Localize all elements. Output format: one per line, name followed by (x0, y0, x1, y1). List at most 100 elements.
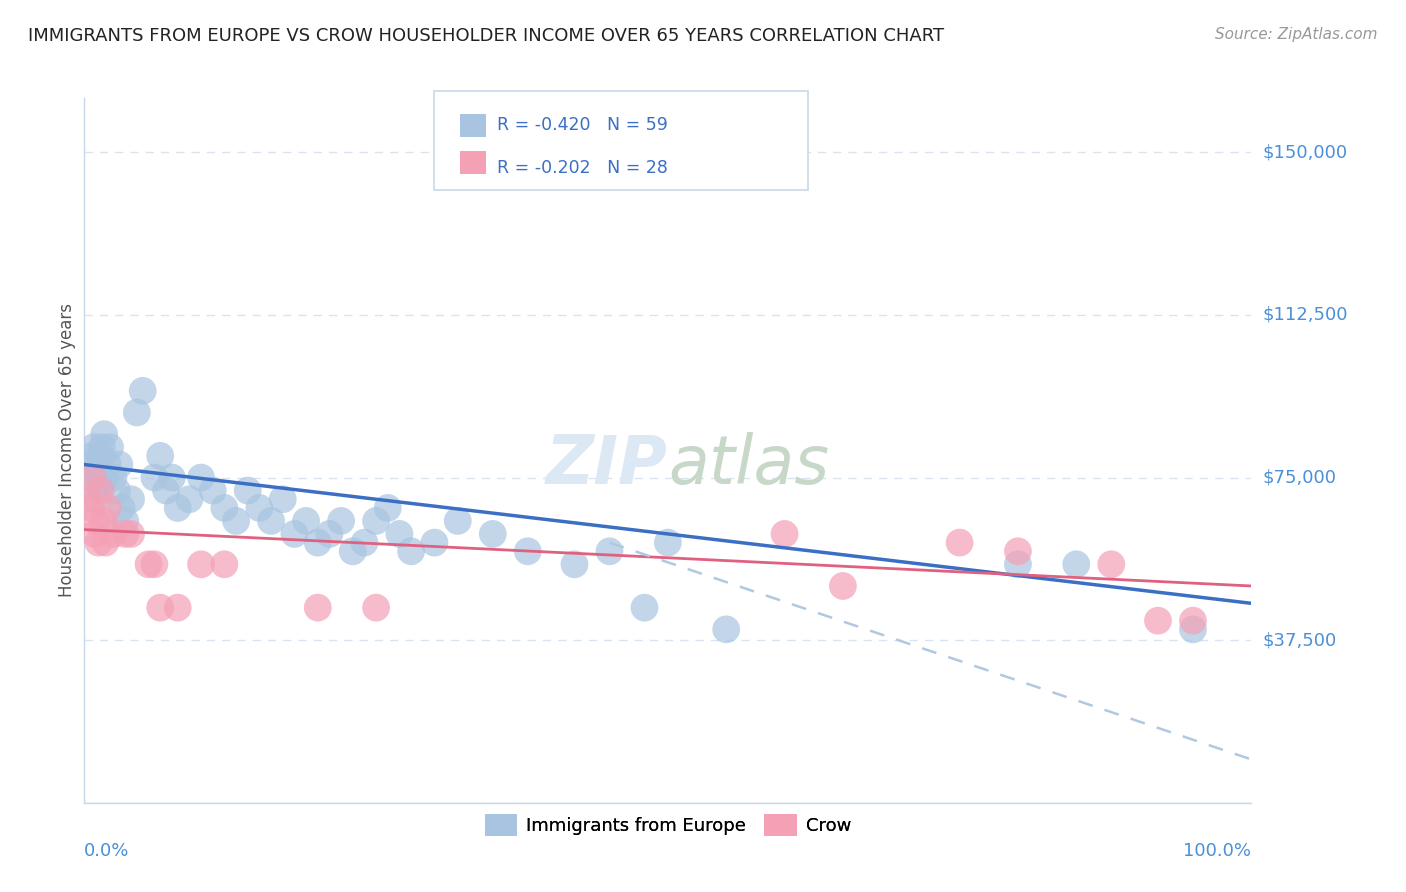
Point (225, 514, 247, 528)
Point (84, 514, 107, 528)
Point (1147, 614, 1170, 628)
Point (330, 514, 353, 528)
Point (86, 467, 108, 481)
Point (599, 544, 621, 558)
Point (82, 470, 104, 484)
Point (377, 500, 399, 515)
Point (90, 483, 112, 498)
Text: $75,000: $75,000 (1263, 468, 1337, 486)
Point (114, 514, 136, 528)
Point (79, 458, 101, 472)
Text: R = -0.420   N = 59: R = -0.420 N = 59 (498, 117, 668, 135)
Point (87, 535, 110, 549)
Point (388, 527, 411, 541)
Point (307, 535, 329, 549)
Point (214, 500, 236, 515)
Point (160, 470, 183, 484)
Point (103, 527, 125, 541)
Point (179, 492, 201, 507)
Point (94, 470, 117, 484)
Point (1099, 558, 1122, 572)
FancyBboxPatch shape (434, 91, 808, 190)
Point (108, 458, 131, 472)
Point (77, 470, 100, 484)
Point (949, 535, 972, 549)
Point (307, 600, 329, 615)
Legend: Immigrants from Europe, Crow: Immigrants from Europe, Crow (478, 806, 858, 843)
Point (149, 600, 172, 615)
Point (84, 492, 107, 507)
Text: ZIP: ZIP (546, 432, 668, 498)
Point (120, 527, 142, 541)
Point (82, 449, 104, 463)
Point (83, 440, 105, 454)
Point (1066, 558, 1088, 572)
Point (111, 500, 134, 515)
Point (132, 384, 155, 398)
Point (283, 527, 305, 541)
Text: R = -0.202   N = 28: R = -0.202 N = 28 (498, 160, 668, 178)
Point (94, 535, 117, 549)
Point (447, 514, 470, 528)
Text: atlas: atlas (668, 432, 830, 498)
Point (353, 535, 375, 549)
Point (166, 500, 188, 515)
Point (83, 527, 105, 541)
Point (143, 558, 166, 572)
Point (103, 470, 125, 484)
Point (366, 600, 388, 615)
Point (190, 558, 212, 572)
Point (87, 458, 110, 472)
Point (1182, 623, 1205, 637)
Point (423, 535, 446, 549)
Text: 100.0%: 100.0% (1184, 842, 1251, 860)
Point (249, 500, 271, 515)
Point (89, 479, 111, 493)
Text: IMMIGRANTS FROM EUROPE VS CROW HOUSEHOLDER INCOME OVER 65 YEARS CORRELATION CHAR: IMMIGRANTS FROM EUROPE VS CROW HOUSEHOLD… (28, 27, 945, 45)
Point (97, 500, 120, 515)
Point (138, 558, 160, 572)
Point (120, 492, 142, 507)
FancyBboxPatch shape (460, 151, 486, 174)
Point (190, 470, 212, 484)
Point (295, 514, 318, 528)
Point (155, 483, 177, 498)
FancyBboxPatch shape (460, 113, 486, 136)
Point (516, 544, 538, 558)
Point (236, 483, 259, 498)
Point (201, 483, 224, 498)
Point (832, 579, 855, 593)
Text: 0.0%: 0.0% (84, 842, 129, 860)
Point (90, 440, 112, 454)
Text: $150,000: $150,000 (1263, 144, 1347, 161)
Point (105, 483, 128, 498)
Point (79, 500, 101, 515)
Point (91, 514, 114, 528)
Point (633, 600, 655, 615)
Point (482, 527, 505, 541)
Point (260, 514, 283, 528)
Point (214, 558, 236, 572)
Point (318, 527, 340, 541)
Point (76, 492, 98, 507)
Point (166, 600, 188, 615)
Point (657, 535, 679, 549)
Point (1007, 544, 1029, 558)
Point (143, 470, 166, 484)
Point (564, 558, 586, 572)
Point (98, 440, 121, 454)
Text: Source: ZipAtlas.com: Source: ZipAtlas.com (1215, 27, 1378, 42)
Point (93, 427, 115, 442)
Point (149, 449, 172, 463)
Y-axis label: Householder Income Over 65 years: Householder Income Over 65 years (58, 303, 76, 598)
Point (114, 527, 136, 541)
Point (399, 544, 422, 558)
Point (366, 514, 388, 528)
Point (716, 623, 738, 637)
Text: $37,500: $37,500 (1263, 632, 1337, 649)
Point (97, 458, 120, 472)
Point (773, 527, 796, 541)
Text: $112,500: $112,500 (1263, 306, 1348, 324)
Point (1182, 614, 1205, 628)
Point (125, 405, 148, 419)
